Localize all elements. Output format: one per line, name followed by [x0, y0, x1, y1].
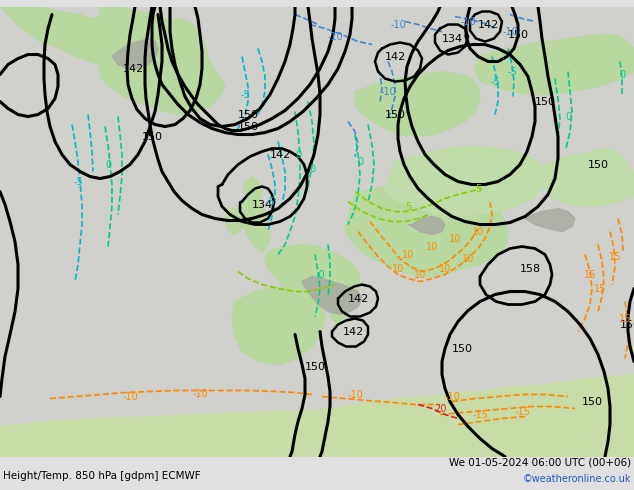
- Text: -10: -10: [502, 26, 518, 37]
- Polygon shape: [150, 19, 208, 76]
- Text: 134: 134: [252, 199, 273, 210]
- Text: 0: 0: [295, 149, 301, 160]
- Text: 150: 150: [384, 110, 406, 120]
- Polygon shape: [100, 6, 225, 115]
- Text: -10: -10: [347, 390, 363, 399]
- Text: 150: 150: [238, 122, 259, 131]
- Polygon shape: [240, 196, 270, 251]
- Text: 10: 10: [439, 264, 451, 273]
- Text: -15: -15: [472, 410, 488, 419]
- Text: Height/Temp. 850 hPa [gdpm] ECMWF: Height/Temp. 850 hPa [gdpm] ECMWF: [3, 471, 201, 481]
- Text: ©weatheronline.co.uk: ©weatheronline.co.uk: [522, 474, 631, 484]
- Text: 20: 20: [434, 404, 446, 414]
- Text: 142: 142: [477, 20, 498, 29]
- Text: 0: 0: [565, 112, 571, 122]
- Text: 5: 5: [475, 184, 481, 194]
- Text: -10: -10: [390, 20, 406, 29]
- Polygon shape: [385, 147, 545, 217]
- Text: 0: 0: [357, 156, 363, 167]
- Text: -5: -5: [265, 196, 275, 206]
- Text: 0: 0: [309, 164, 315, 173]
- Text: -10: -10: [327, 31, 343, 42]
- Polygon shape: [345, 187, 508, 276]
- Text: -10: -10: [122, 392, 138, 401]
- Text: -5: -5: [490, 76, 500, 87]
- Text: 15: 15: [594, 284, 606, 294]
- Polygon shape: [302, 276, 362, 315]
- Text: 134: 134: [441, 33, 463, 44]
- Polygon shape: [232, 287, 325, 365]
- Text: 142: 142: [342, 326, 364, 337]
- Text: 10: 10: [426, 242, 438, 251]
- Text: 142: 142: [347, 294, 368, 303]
- Text: -10: -10: [460, 17, 476, 26]
- Text: -10: -10: [444, 392, 460, 401]
- Text: 15: 15: [619, 314, 631, 323]
- Polygon shape: [265, 245, 360, 307]
- Text: 142: 142: [384, 51, 406, 62]
- Text: 150: 150: [581, 396, 602, 407]
- Text: 150: 150: [507, 29, 529, 40]
- Text: 15: 15: [584, 270, 596, 279]
- Text: 150: 150: [588, 160, 609, 170]
- Polygon shape: [355, 72, 480, 137]
- Polygon shape: [0, 374, 634, 457]
- Text: -5: -5: [240, 90, 250, 99]
- Polygon shape: [0, 396, 634, 457]
- Text: 5: 5: [405, 201, 411, 212]
- Text: 150: 150: [304, 362, 325, 371]
- Polygon shape: [330, 282, 355, 324]
- Text: 10: 10: [472, 226, 484, 237]
- Text: -0: -0: [315, 270, 325, 279]
- Text: -10: -10: [380, 87, 396, 97]
- Text: 142: 142: [122, 64, 144, 74]
- Polygon shape: [540, 148, 634, 206]
- Text: 10: 10: [392, 264, 404, 273]
- Text: 142: 142: [269, 149, 290, 160]
- Text: 150: 150: [534, 97, 555, 106]
- Text: 150: 150: [141, 131, 162, 142]
- Text: -15: -15: [514, 407, 530, 416]
- Text: 10: 10: [462, 253, 474, 264]
- Polygon shape: [244, 176, 262, 206]
- Text: -10: -10: [192, 389, 208, 398]
- Text: 0: 0: [619, 70, 625, 79]
- Text: 150: 150: [451, 343, 472, 353]
- Text: -5: -5: [507, 67, 517, 76]
- Text: 0: 0: [105, 160, 111, 170]
- Text: 150: 150: [238, 110, 259, 120]
- Polygon shape: [0, 6, 185, 78]
- Polygon shape: [225, 206, 244, 235]
- Text: We 01-05-2024 06:00 UTC (00+06): We 01-05-2024 06:00 UTC (00+06): [449, 458, 631, 468]
- Text: -5: -5: [73, 176, 83, 187]
- Polygon shape: [112, 39, 158, 69]
- Text: 15: 15: [609, 251, 621, 262]
- Polygon shape: [408, 217, 445, 235]
- Text: 10: 10: [402, 249, 414, 260]
- Polygon shape: [525, 209, 575, 231]
- Text: 150: 150: [619, 319, 634, 329]
- Text: 10: 10: [414, 270, 426, 279]
- Text: 10: 10: [449, 234, 461, 244]
- Text: 158: 158: [519, 264, 541, 273]
- Polygon shape: [475, 34, 634, 95]
